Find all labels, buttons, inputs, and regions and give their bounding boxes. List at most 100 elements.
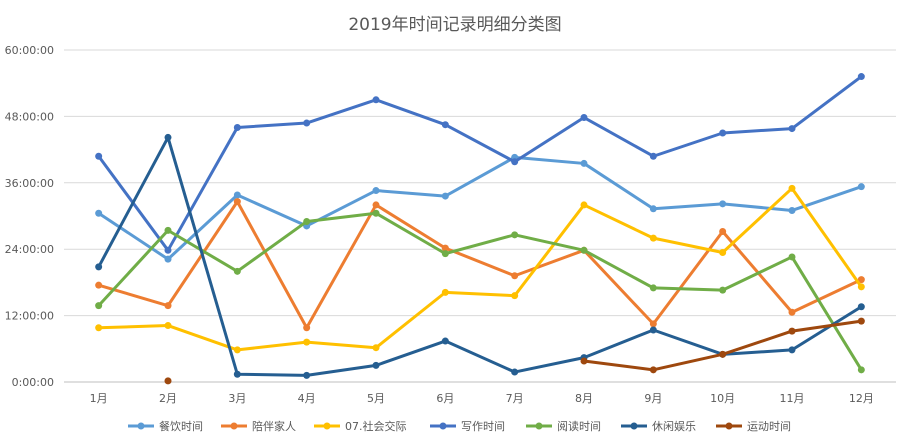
legend-marker: [230, 422, 238, 430]
data-point-series-2: [372, 201, 380, 209]
data-point-series-5: [649, 284, 657, 292]
series-line-1: [97, 155, 863, 261]
data-point-series-3: [303, 338, 311, 346]
data-point-series-6: [788, 346, 796, 354]
x-tick-label: 11月: [780, 392, 805, 405]
data-point-series-2: [511, 272, 519, 280]
data-point-series-1: [649, 205, 657, 213]
legend-marker: [535, 422, 543, 430]
data-point-series-6: [164, 133, 172, 141]
data-point-series-4: [303, 119, 311, 127]
x-tick-label: 8月: [575, 392, 593, 405]
data-point-series-3: [372, 344, 380, 352]
data-point-series-2: [303, 324, 311, 332]
data-point-series-2: [233, 198, 241, 206]
x-tick-label: 3月: [228, 392, 246, 405]
data-point-series-3: [857, 283, 865, 291]
data-point-series-3: [233, 346, 241, 354]
data-point-series-1: [95, 209, 103, 217]
data-point-series-2: [441, 244, 449, 252]
data-point-series-5: [372, 209, 380, 217]
data-point-series-5: [441, 250, 449, 258]
x-tick-label: 6月: [436, 392, 454, 405]
data-point-series-3: [580, 201, 588, 209]
data-point-series-1: [233, 191, 241, 199]
legend-label: 07.社会交际: [345, 419, 407, 433]
data-point-series-4: [441, 121, 449, 129]
data-point-series-2: [649, 320, 657, 328]
data-point-series-4: [857, 73, 865, 81]
data-point-series-7: [719, 350, 727, 358]
data-point-series-3: [511, 292, 519, 300]
legend-marker: [323, 422, 331, 430]
data-point-series-3: [441, 288, 449, 296]
data-point-series-4: [719, 129, 727, 137]
x-tick-label: 7月: [506, 392, 524, 405]
data-point-series-1: [372, 187, 380, 195]
data-point-series-5: [719, 286, 727, 294]
data-point-series-4: [788, 125, 796, 133]
data-point-series-7: [788, 327, 796, 335]
data-point-series-6: [372, 361, 380, 369]
data-point-series-5: [95, 302, 103, 310]
y-tick-label: 24:00:00: [5, 243, 54, 256]
y-tick-label: 36:00:00: [5, 177, 54, 190]
x-tick-label: 9月: [644, 392, 662, 405]
data-point-series-3: [164, 322, 172, 330]
data-point-series-7: [580, 357, 588, 365]
data-point-series-1: [441, 192, 449, 200]
data-point-series-6: [857, 303, 865, 311]
x-tick-label: 5月: [367, 392, 385, 405]
data-point-series-4: [372, 96, 380, 104]
chart-title: 2019年时间记录明细分类图: [348, 15, 562, 35]
data-point-series-1: [580, 159, 588, 167]
y-tick-label: 60:00:00: [5, 44, 54, 57]
data-point-series-5: [303, 218, 311, 226]
data-point-series-6: [441, 337, 449, 345]
data-point-series-4: [649, 152, 657, 160]
legend-marker: [137, 422, 145, 430]
data-point-series-4: [95, 152, 103, 160]
data-point-series-1: [164, 255, 172, 263]
legend-marker: [630, 422, 638, 430]
data-point-series-2: [857, 276, 865, 284]
data-point-series-4: [580, 114, 588, 122]
data-point-series-2: [95, 281, 103, 289]
data-point-series-7: [649, 366, 657, 374]
legend-label: 餐饮时间: [159, 419, 203, 433]
series-line-6: [97, 135, 863, 377]
data-point-series-3: [95, 324, 103, 332]
data-point-series-5: [511, 231, 519, 239]
legend-marker: [725, 422, 733, 430]
data-point-series-3: [649, 234, 657, 242]
data-point-series-5: [580, 246, 588, 254]
legend-label: 陪伴家人: [252, 419, 296, 433]
data-point-series-4: [511, 158, 519, 166]
x-tick-label: 1月: [90, 392, 108, 405]
data-point-series-5: [857, 366, 865, 374]
data-point-series-1: [788, 206, 796, 214]
data-point-series-1: [719, 200, 727, 208]
legend-label: 写作时间: [461, 420, 505, 433]
legend-label: 运动时间: [747, 420, 791, 433]
legend-marker: [439, 422, 447, 430]
data-point-series-5: [164, 226, 172, 234]
x-tick-label: 10月: [710, 392, 735, 405]
data-point-series-6: [303, 371, 311, 379]
data-point-series-5: [788, 253, 796, 261]
data-point-series-7: [857, 317, 865, 325]
data-point-series-4: [233, 123, 241, 131]
legend-label: 阅读时间: [557, 419, 601, 433]
series-line-5: [97, 211, 863, 372]
data-point-series-4: [164, 246, 172, 254]
y-tick-label: 48:00:00: [5, 110, 54, 123]
data-point-series-6: [233, 370, 241, 378]
y-tick-label: 12:00:00: [5, 310, 54, 323]
x-tick-label: 12月: [849, 392, 874, 405]
series-line-3: [97, 186, 863, 352]
x-tick-label: 2月: [159, 392, 177, 405]
data-point-series-2: [719, 227, 727, 235]
data-point-series-6: [511, 368, 519, 376]
series-line-7: [582, 319, 863, 372]
